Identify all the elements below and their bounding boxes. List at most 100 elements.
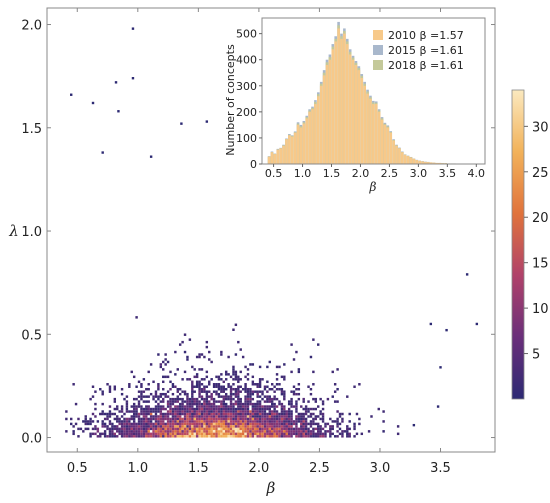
heatmap-cell (178, 397, 182, 401)
heatmap-cell (268, 417, 271, 421)
heatmap-cell (224, 430, 228, 433)
heatmap-cell (106, 412, 109, 416)
heatmap-cell (283, 390, 286, 393)
heatmap-cell (290, 410, 293, 413)
heatmap-cell (309, 412, 313, 416)
heatmap-cell (273, 385, 276, 388)
heatmap-cell (123, 432, 126, 436)
heatmap-cell (246, 420, 250, 423)
heatmap-cell (157, 405, 160, 408)
heatmap-cell (162, 400, 165, 403)
heatmap-cell (244, 375, 247, 379)
heatmap-cell (72, 432, 75, 436)
heatmap-cell (116, 420, 119, 423)
heatmap-cell (266, 400, 269, 403)
heatmap-cell (140, 417, 143, 421)
heatmap-cell (229, 422, 233, 426)
heatmap-cell (321, 435, 325, 438)
heatmap-cell (195, 415, 199, 418)
heatmap-cell (193, 415, 196, 418)
heatmap-cell (246, 378, 250, 381)
heatmap-cell (241, 427, 245, 431)
heatmap-cell (278, 432, 281, 436)
inset-xtick-label: 2.5 (381, 167, 399, 180)
heatmap-cell (353, 427, 356, 431)
heatmap-cell (157, 353, 160, 356)
heatmap-cell (142, 407, 146, 411)
heatmap-cell (193, 430, 196, 433)
heatmap-cell (212, 407, 216, 411)
heatmap-cell (307, 430, 310, 433)
heatmap-cell (174, 425, 177, 428)
heatmap-cell (166, 425, 170, 428)
heatmap-cell (200, 420, 204, 423)
heatmap-cell (317, 422, 320, 426)
heatmap-cell (229, 405, 233, 408)
colorbar-tick-label: 10 (532, 302, 549, 317)
heatmap-cell (287, 400, 291, 403)
heatmap-cell (186, 405, 189, 408)
heatmap-cell (222, 410, 225, 413)
heatmap-cell (287, 422, 291, 426)
heatmap-cell (198, 420, 201, 423)
heatmap-cell (271, 420, 274, 423)
heatmap-cell (229, 410, 233, 413)
heatmap-cell (205, 340, 209, 344)
heatmap-cell (331, 425, 334, 428)
heatmap-outlier (70, 93, 73, 96)
heatmap-cell (72, 383, 75, 386)
heatmap-cell (123, 417, 126, 421)
heatmap-cell (227, 383, 230, 386)
heatmap-cell (290, 427, 293, 431)
heatmap-cell (176, 412, 179, 416)
heatmap-cell (237, 387, 240, 391)
heatmap-cell (137, 432, 141, 436)
inset-bar-0 (438, 162, 442, 164)
heatmap-cell (191, 422, 194, 426)
heatmap-cell (195, 383, 199, 386)
heatmap-outlier (101, 151, 104, 154)
heatmap-cell (256, 415, 259, 418)
heatmap-cell (396, 432, 400, 436)
heatmap-cell (159, 400, 163, 403)
heatmap-cell (346, 432, 349, 436)
heatmap-cell (217, 392, 221, 396)
heatmap-cell (200, 422, 204, 426)
heatmap-cell (188, 397, 192, 401)
heatmap-cell (149, 415, 153, 418)
heatmap-cell (210, 430, 213, 433)
heatmap-cell (319, 417, 322, 421)
heatmap-cell (212, 385, 216, 388)
heatmap-cell (186, 395, 189, 398)
heatmap-cell (166, 430, 170, 433)
heatmap-cell (128, 435, 131, 438)
heatmap-cell (273, 402, 276, 406)
heatmap-cell (125, 395, 129, 398)
heatmap-cell (229, 432, 233, 436)
heatmap-cell (135, 397, 138, 401)
heatmap-cell (198, 410, 201, 413)
heatmap-cell (191, 410, 194, 413)
heatmap-cell (295, 425, 298, 428)
heatmap-cell (164, 395, 167, 398)
heatmap-cell (198, 402, 201, 406)
heatmap-cell (169, 380, 172, 384)
heatmap-cell (183, 370, 187, 374)
heatmap-cell (135, 432, 138, 436)
heatmap-cell (258, 402, 262, 406)
heatmap-cell (256, 425, 259, 428)
heatmap-cell (263, 407, 267, 411)
heatmap-cell (118, 422, 121, 426)
heatmap-cell (297, 432, 301, 436)
heatmap-cell (314, 415, 318, 418)
heatmap-cell (232, 432, 235, 436)
heatmap-cell (203, 355, 206, 359)
heatmap-cell (256, 422, 259, 426)
heatmap-cell (307, 432, 310, 436)
heatmap-cell (292, 420, 296, 423)
heatmap-cell (273, 412, 276, 416)
heatmap-cell (280, 432, 284, 436)
heatmap-cell (217, 400, 221, 403)
heatmap-cell (302, 422, 305, 426)
heatmap-cell (186, 400, 189, 403)
